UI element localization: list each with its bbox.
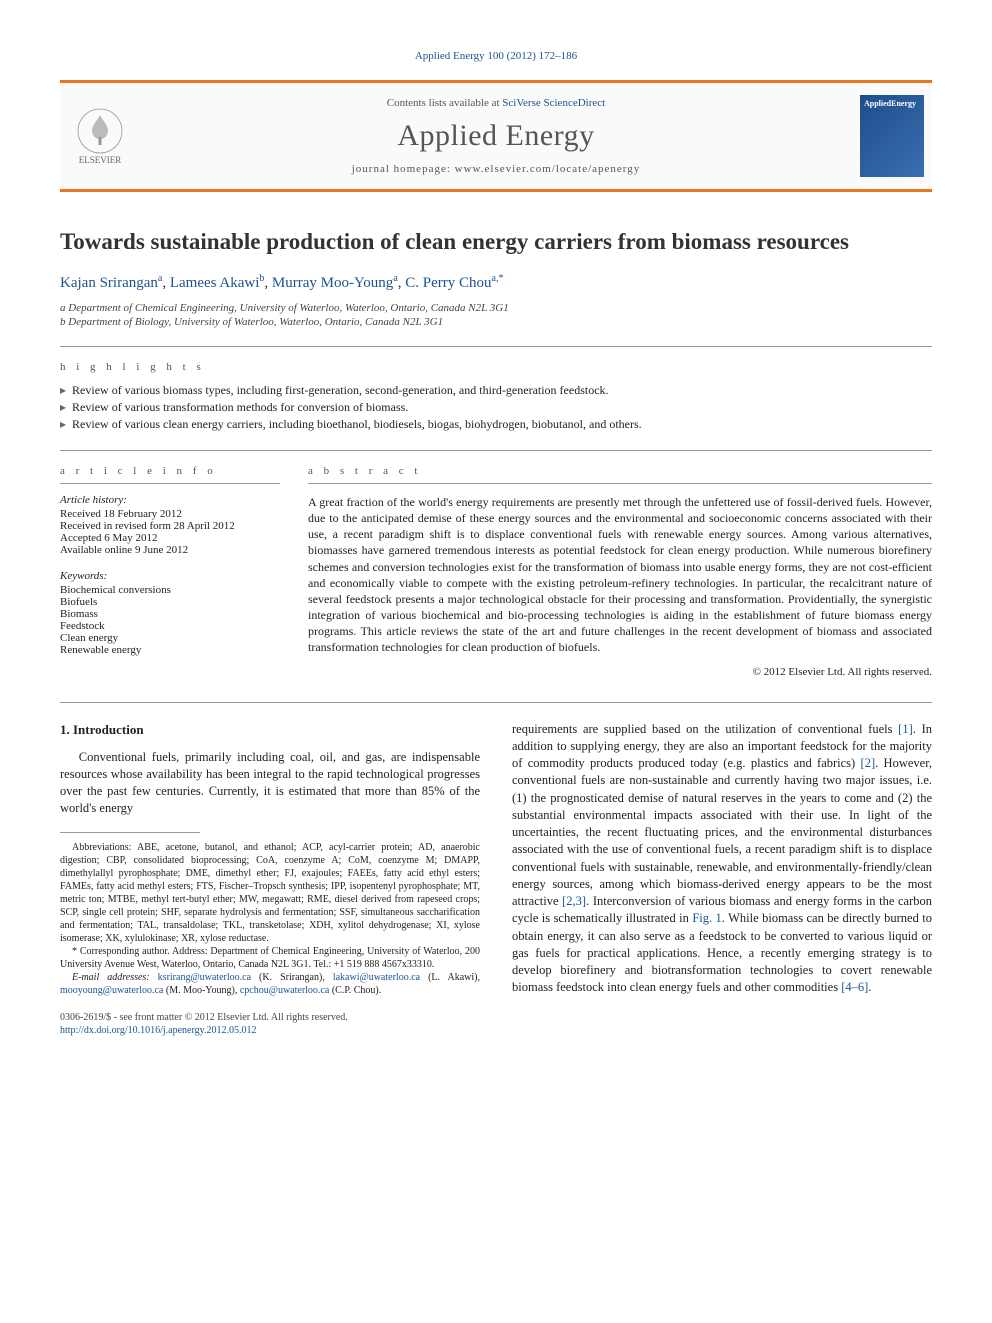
keyword: Clean energy	[60, 632, 280, 644]
body-col-left: 1. Introduction Conventional fuels, prim…	[60, 721, 480, 1039]
header-center: Contents lists available at SciVerse Sci…	[148, 97, 844, 175]
author-link[interactable]: C. Perry Chou	[405, 275, 491, 291]
intro-para-left: Conventional fuels, primarily including …	[60, 749, 480, 818]
abbreviations-footnote: Abbreviations: ABE, acetone, butanol, an…	[60, 841, 480, 945]
abstract-body: A great fraction of the world's energy r…	[308, 494, 932, 656]
keyword: Biomass	[60, 608, 280, 620]
journal-name: Applied Energy	[148, 119, 844, 153]
author-link[interactable]: Murray Moo-Young	[272, 275, 393, 291]
email-link[interactable]: ksrirang@uwaterloo.ca	[158, 972, 251, 983]
body-col-right: requirements are supplied based on the u…	[512, 721, 932, 1039]
header-banner: ELSEVIER Contents lists available at Sci…	[60, 80, 932, 192]
article-title: Towards sustainable production of clean …	[60, 228, 932, 257]
contents-line: Contents lists available at SciVerse Sci…	[148, 97, 844, 109]
history-line: Accepted 6 May 2012	[60, 532, 280, 544]
emails-label: E-mail addresses:	[72, 972, 158, 983]
separator	[60, 702, 932, 703]
history-line: Available online 9 June 2012	[60, 544, 280, 556]
email-link[interactable]: lakawi@uwaterloo.ca	[333, 972, 420, 983]
sep: ,	[264, 275, 272, 291]
emails-footnote: E-mail addresses: ksrirang@uwaterloo.ca …	[60, 971, 480, 997]
doi-link[interactable]: http://dx.doi.org/10.1016/j.apenergy.201…	[60, 1025, 256, 1036]
corresp-star[interactable]: *	[498, 273, 503, 284]
cover-title: AppliedEnergy	[864, 99, 920, 108]
history-line: Received 18 February 2012	[60, 508, 280, 520]
journal-cover-thumb: AppliedEnergy	[860, 95, 924, 177]
affiliation: b Department of Biology, University of W…	[60, 316, 932, 328]
elsevier-logo: ELSEVIER	[68, 104, 132, 168]
author-link[interactable]: Kajan Srirangan	[60, 275, 158, 291]
citation-line: Applied Energy 100 (2012) 172–186	[60, 50, 932, 62]
contents-prefix: Contents lists available at	[387, 97, 502, 109]
separator	[60, 450, 932, 451]
keywords-header: Keywords:	[60, 570, 280, 582]
corresponding-footnote: * Corresponding author. Address: Departm…	[60, 945, 480, 971]
copyright-line: © 2012 Elsevier Ltd. All rights reserved…	[308, 666, 932, 678]
intro-para-right: requirements are supplied based on the u…	[512, 721, 932, 997]
author-link[interactable]: Lamees Akawi	[170, 275, 260, 291]
email-link[interactable]: cpchou@uwaterloo.ca	[240, 985, 329, 996]
history-header: Article history:	[60, 494, 280, 506]
highlights-list: Review of various biomass types, includi…	[60, 383, 932, 432]
body-columns: 1. Introduction Conventional fuels, prim…	[60, 721, 932, 1039]
sep: ,	[162, 275, 170, 291]
page-root: Applied Energy 100 (2012) 172–186 ELSEVI…	[0, 0, 992, 1078]
authors-line: Kajan Srirangana, Lamees Akawib, Murray …	[60, 273, 932, 292]
highlight-item: Review of various clean energy carriers,…	[60, 417, 932, 432]
email-link[interactable]: mooyoung@uwaterloo.ca	[60, 985, 163, 996]
elsevier-label: ELSEVIER	[79, 155, 122, 165]
homepage-line: journal homepage: www.elsevier.com/locat…	[148, 163, 844, 175]
article-info-col: a r t i c l e i n f o Article history: R…	[60, 465, 280, 678]
sciencedirect-link[interactable]: SciVerse ScienceDirect	[502, 97, 605, 109]
elsevier-tree-icon	[76, 107, 124, 155]
highlights-label: h i g h l i g h t s	[60, 361, 932, 373]
history-line: Received in revised form 28 April 2012	[60, 520, 280, 532]
abstract-col: a b s t r a c t A great fraction of the …	[308, 465, 932, 678]
intro-heading: 1. Introduction	[60, 721, 480, 739]
highlights-section: h i g h l i g h t s Review of various bi…	[60, 361, 932, 432]
affiliation: a Department of Chemical Engineering, Un…	[60, 302, 932, 314]
highlight-item: Review of various transformation methods…	[60, 400, 932, 415]
highlight-text: Review of various biomass types, includi…	[72, 383, 609, 398]
keyword: Biochemical conversions	[60, 584, 280, 596]
issn-line: 0306-2619/$ - see front matter © 2012 El…	[60, 1011, 480, 1025]
abstract-label: a b s t r a c t	[308, 465, 932, 484]
separator	[60, 346, 932, 347]
info-abstract-row: a r t i c l e i n f o Article history: R…	[60, 465, 932, 678]
highlight-text: Review of various clean energy carriers,…	[72, 417, 642, 432]
title-block: Towards sustainable production of clean …	[60, 228, 932, 328]
keyword: Renewable energy	[60, 644, 280, 656]
keyword: Feedstock	[60, 620, 280, 632]
homepage-url[interactable]: www.elsevier.com/locate/apenergy	[455, 163, 641, 175]
footnote-separator	[60, 832, 200, 833]
keyword: Biofuels	[60, 596, 280, 608]
highlight-text: Review of various transformation methods…	[72, 400, 408, 415]
homepage-prefix: journal homepage:	[352, 163, 455, 175]
footer-meta: 0306-2619/$ - see front matter © 2012 El…	[60, 1011, 480, 1039]
highlight-item: Review of various biomass types, includi…	[60, 383, 932, 398]
article-info-label: a r t i c l e i n f o	[60, 465, 280, 484]
